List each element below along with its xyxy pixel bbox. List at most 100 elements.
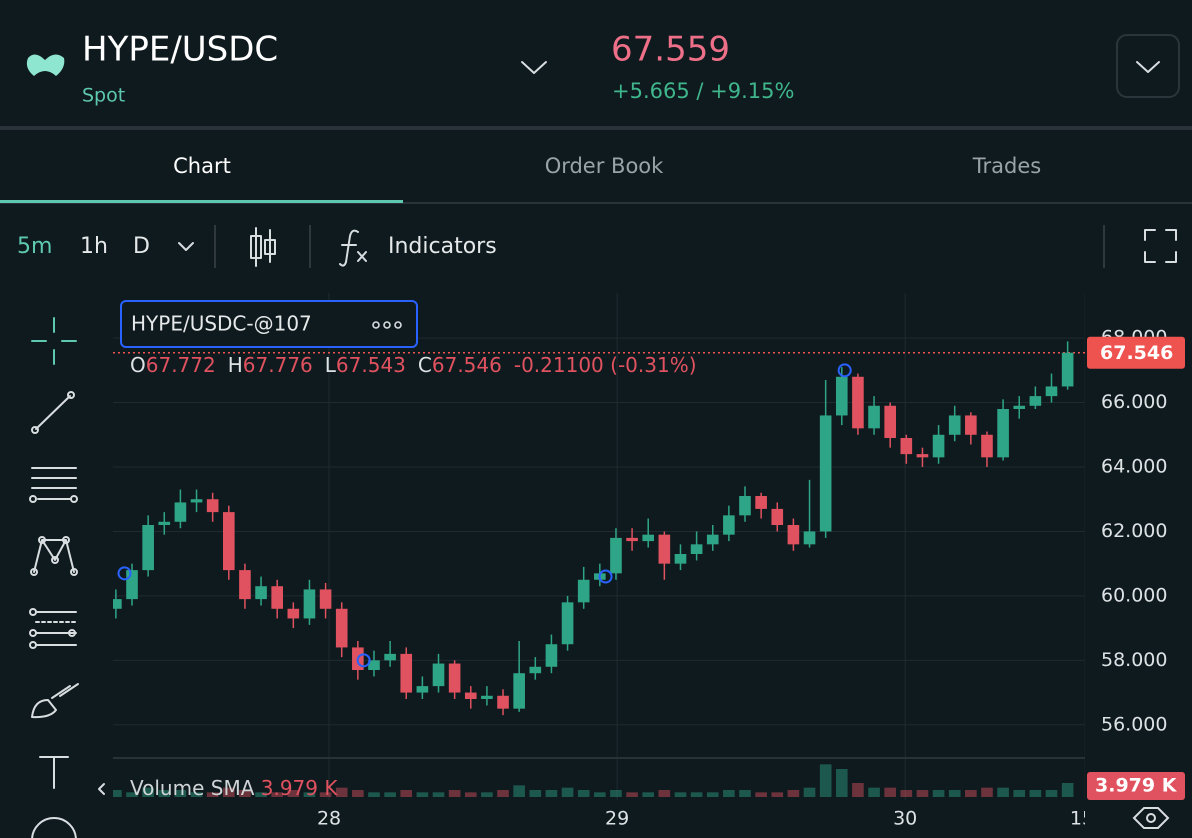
candle-body [674,554,687,564]
candle-body [464,692,477,699]
volume-bar [981,787,993,797]
y-tick-label: 62.000 [1101,520,1167,542]
volume-legend: Volume SMA 3.979 K [130,776,338,800]
volume-bar [174,790,187,797]
candle-body [113,599,122,609]
volume-bar [529,790,542,797]
pair-dropdown[interactable] [521,61,547,74]
fib-tool[interactable] [29,608,77,649]
indicators-button[interactable]: Indicators [388,234,497,259]
volume-bar [190,792,203,797]
last-price-tag [1087,336,1185,369]
volume-bar [303,792,316,797]
collapse-tools[interactable] [98,783,105,795]
symbol-box[interactable] [120,300,418,348]
candle-body [239,570,251,600]
volume-bar [497,790,509,797]
volume-bar [158,790,171,797]
fullscreen-icon[interactable] [1144,229,1177,263]
volume-bar [464,792,477,797]
volume-bar [287,790,300,797]
candle-body [271,586,284,609]
chart-style-icon[interactable] [250,227,276,267]
header: HYPE/USDC Spot 67.559 +5.665 / +9.15% [26,30,1180,107]
y-tick-label: 60.000 [1101,584,1167,606]
settings-icon[interactable] [1132,807,1170,829]
volume-bar [561,787,574,797]
tab[interactable]: Order Book [545,154,664,178]
candle-body [965,415,977,435]
candle-body [690,544,703,554]
indicators-icon[interactable] [339,229,367,267]
interval[interactable]: D [133,234,150,259]
volume-bar [577,790,590,797]
volume-bar [803,787,816,797]
candle-body [400,653,413,693]
menu-chevron [1136,61,1160,73]
y-tick-label: 64.000 [1101,456,1167,478]
trade-marker [356,653,371,668]
volume-bar [113,790,122,797]
text-tool[interactable] [39,756,69,789]
candle-body [1029,396,1042,406]
last-price-label: 67.546 [1100,342,1173,364]
candle-body [142,525,154,571]
volume-bar [916,790,929,797]
interval-dropdown[interactable] [178,242,194,251]
trend-line-tool[interactable] [31,391,75,434]
candle-body [642,534,655,542]
volume-sma-tag-label: 3.979 K [1095,775,1178,797]
volume-bar [352,790,364,797]
trade-marker [837,363,852,378]
x-tick-label: 28 [317,808,341,830]
volume-bar [658,790,671,797]
divider [214,225,216,268]
volume-bar [368,792,380,797]
volume-bar [610,790,622,797]
ohlc-change: -0.21100 (-0.31%) [514,353,697,377]
interval[interactable]: 1h [80,234,108,259]
volume-bar [819,764,832,797]
x-tick-label: 15: [1070,808,1101,830]
volume-bar [997,787,1009,797]
interval[interactable]: 5m [17,234,52,259]
volume-bar [739,790,751,797]
price-axis [1085,293,1192,800]
ohlc-legend: O67.772 H67.776 L67.543 C67.546 -0.21100 (-0… [130,353,697,377]
candle-body [545,644,558,667]
volume-bar [787,790,800,797]
symbol: HYPE/USDC-@107 [131,312,312,336]
candle-body [174,502,187,522]
volume-bar [126,792,138,797]
candle-body [513,673,525,709]
horizontal-lines-tool[interactable] [29,467,78,503]
y-axis: 56.00058.00060.00062.00064.00066.00068.0… [1087,327,1185,800]
candle-body [126,570,138,600]
menu-button[interactable] [1116,34,1180,98]
tab[interactable]: Chart [173,154,231,178]
candle-body [658,534,671,564]
volume-bar [642,792,655,797]
pattern-tool[interactable] [30,536,78,576]
crosshair-tool[interactable] [31,317,77,365]
candle-body [916,454,929,458]
ohlc-value: 67.543 [336,353,406,377]
volume-bar [1061,783,1074,797]
ohlc-key: C [418,353,432,377]
price: 67.559 [611,30,730,70]
brush-tool[interactable] [31,683,79,719]
volume-bar [594,792,606,797]
candle-body [819,415,832,532]
symbol-menu[interactable] [372,321,402,329]
volume-bar [481,792,493,797]
more-tools[interactable] [31,817,77,838]
tab[interactable]: Trades [972,154,1041,178]
volume-bar [932,790,945,797]
volume-sma-tag [1087,772,1185,800]
candle-body [384,653,396,661]
price-change: +5.665 / +9.15% [612,79,794,103]
candle-body [416,686,429,693]
settings-icon-core [1146,813,1156,823]
ohlc-value: 67.772 [146,353,216,377]
candle-body [932,434,945,458]
